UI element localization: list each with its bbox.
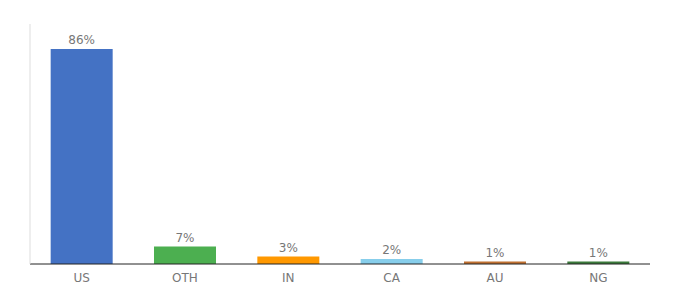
y-axis-line (30, 24, 31, 264)
x-tick-label: US (73, 271, 89, 285)
data-label: 86% (68, 33, 95, 47)
chart-container: 86% 7% 3% 2% 1% 1% US OTH IN CA AU NG (0, 0, 680, 300)
bar (257, 257, 319, 265)
x-tick-label: IN (282, 271, 295, 285)
data-labels: 86% 7% 3% 2% 1% 1% (68, 33, 608, 260)
chart-svg: 86% 7% 3% 2% 1% 1% US OTH IN CA AU NG (0, 0, 680, 300)
data-label: 7% (175, 231, 194, 245)
data-label: 1% (485, 246, 504, 260)
data-label: 2% (382, 243, 401, 257)
x-tick-labels: US OTH IN CA AU NG (73, 271, 607, 285)
bar (154, 247, 216, 265)
bars (51, 49, 630, 264)
x-axis-line (30, 264, 650, 265)
x-tick-label: NG (589, 271, 607, 285)
x-tick-label: AU (487, 271, 504, 285)
x-tick-label: OTH (172, 271, 198, 285)
bar (361, 259, 423, 264)
data-label: 1% (589, 246, 608, 260)
bar (51, 49, 113, 264)
data-label: 3% (279, 241, 298, 255)
x-tick-label: CA (383, 271, 400, 285)
